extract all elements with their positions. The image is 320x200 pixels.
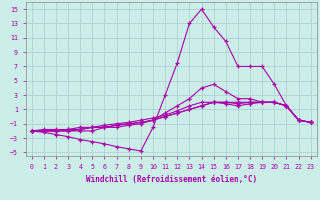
X-axis label: Windchill (Refroidissement éolien,°C): Windchill (Refroidissement éolien,°C) xyxy=(86,175,257,184)
